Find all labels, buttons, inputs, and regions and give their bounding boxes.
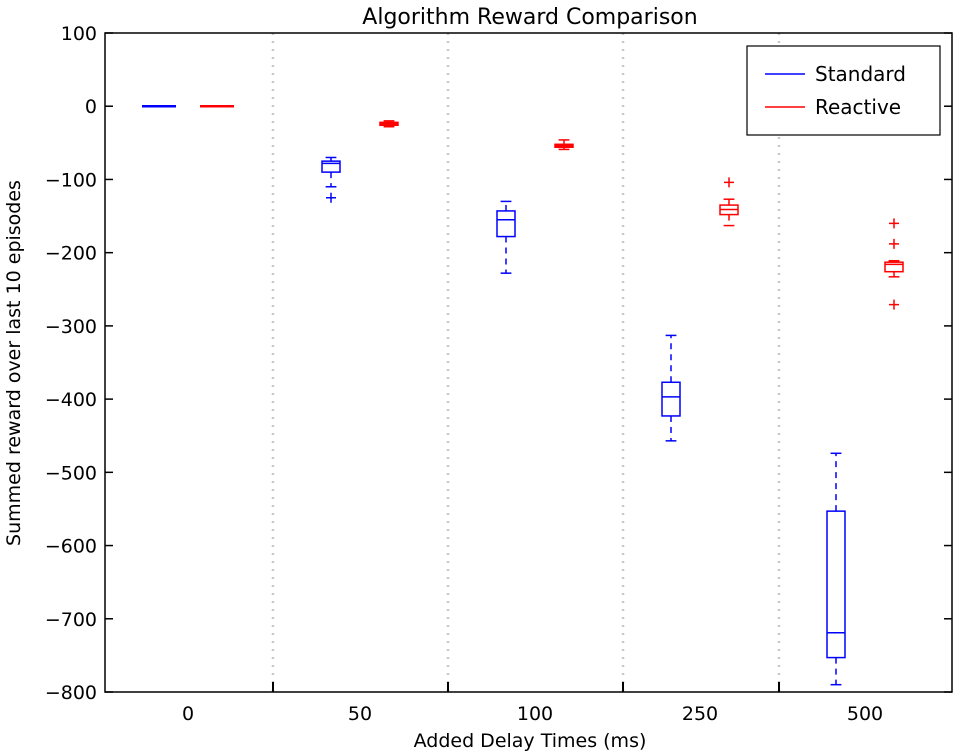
x-tick-label: 100 bbox=[517, 703, 553, 725]
legend-label-reactive: Reactive bbox=[815, 95, 901, 119]
y-tick-label: −200 bbox=[45, 243, 97, 265]
boxplot-reactive-50 bbox=[379, 120, 399, 128]
box-iqr bbox=[661, 381, 681, 417]
plot-frame bbox=[104, 32, 953, 693]
y-tick-label: −400 bbox=[45, 389, 97, 411]
box-iqr bbox=[884, 261, 904, 273]
outlier-point bbox=[889, 299, 899, 310]
boxplot-standard-500 bbox=[826, 452, 846, 686]
x-tick-label: 500 bbox=[847, 703, 883, 725]
outlier-point bbox=[889, 238, 899, 249]
boxplot-standard-250 bbox=[661, 334, 681, 442]
y-tick-label: −500 bbox=[45, 462, 97, 484]
boxplot-reactive-250 bbox=[719, 177, 739, 227]
y-tick-label: −100 bbox=[45, 169, 97, 191]
y-tick-label: 100 bbox=[61, 23, 97, 45]
y-axis-label: Summed reward over last 10 episodes bbox=[3, 180, 25, 546]
x-tick-label: 50 bbox=[348, 703, 372, 725]
y-tick-label: −800 bbox=[45, 682, 97, 704]
outlier-point bbox=[889, 218, 899, 229]
x-tick-label: 0 bbox=[182, 703, 194, 725]
box-iqr bbox=[496, 210, 516, 238]
boxplot-standard-100 bbox=[496, 200, 516, 274]
boxplot-reactive-500 bbox=[884, 218, 904, 310]
box-iqr bbox=[826, 510, 846, 659]
legend: Standard Reactive bbox=[746, 45, 941, 136]
x-tick-label: 250 bbox=[682, 703, 718, 725]
y-tick-label: −300 bbox=[45, 316, 97, 338]
x-axis-label: Added Delay Times (ms) bbox=[414, 730, 647, 752]
box-iqr bbox=[321, 160, 341, 173]
legend-label-standard: Standard bbox=[815, 62, 906, 86]
boxplot-reactive-100 bbox=[554, 139, 574, 151]
chart-title: Algorithm Reward Comparison bbox=[362, 5, 697, 30]
y-tick-label: 0 bbox=[85, 96, 97, 118]
outlier-point bbox=[724, 177, 734, 188]
boxplot-standard-50 bbox=[321, 156, 341, 203]
y-tick-label: −700 bbox=[45, 609, 97, 631]
plot-area: 100 0 −100 −200 −300 −400 −500 −600 −700 −800 0 50 1… bbox=[45, 23, 952, 725]
legend-box bbox=[746, 45, 941, 136]
outlier-point bbox=[326, 192, 336, 203]
y-tick-label: −600 bbox=[45, 536, 97, 558]
